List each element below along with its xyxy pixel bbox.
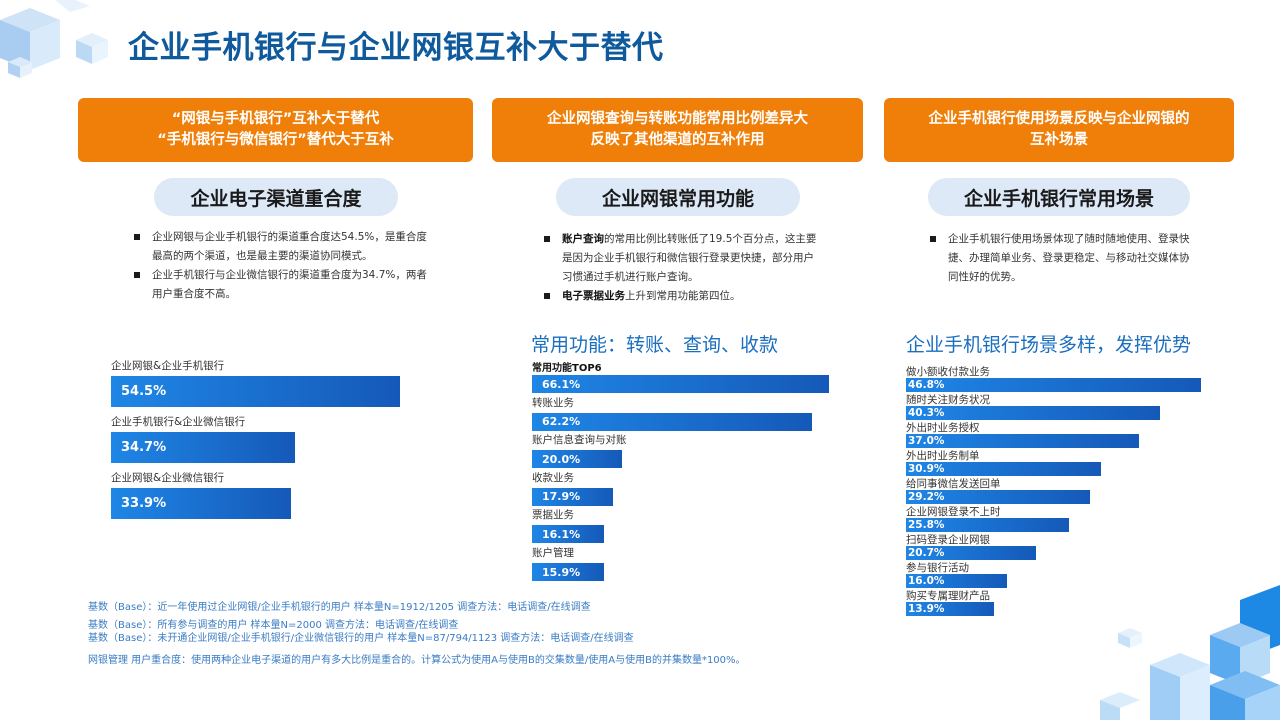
- category-label: 外出时业务制单: [906, 450, 980, 462]
- value-label: 15.9%: [542, 565, 581, 579]
- bar: 33.9%: [111, 488, 291, 519]
- category-label: 企业网银&企业微信银行: [111, 472, 225, 484]
- bar: 15.9%: [532, 563, 604, 581]
- bullet-item: 企业手机银行使用场景体现了随时随地使用、登录快捷、办理简单业务、登录更稳定、与移…: [928, 230, 1193, 287]
- bullet-bold: 电子票据业务: [562, 290, 625, 302]
- category-label: 购买专属理财产品: [906, 590, 990, 602]
- banner-line: 反映了其他渠道的互补作用: [590, 132, 765, 148]
- category-label: 外出时业务授权: [906, 422, 980, 434]
- cube-decoration-top-left: [0, 0, 108, 78]
- column-banner: 企业网银查询与转账功能常用比例差异大 反映了其他渠道的互补作用: [492, 98, 863, 162]
- bullet-item: 企业手机银行与企业微信银行的渠道重合度为34.7%，两者用户重合度不高。: [132, 266, 432, 304]
- value-label: 17.9%: [542, 490, 581, 504]
- category-label: 企业网银登录不上时: [906, 506, 1001, 518]
- category-label: 随时关注财务状况: [906, 394, 990, 406]
- column-channel-overlap: “网银与手机银行”互补大于替代 “手机银行与微信银行”替代大于互补 企业电子渠道…: [78, 98, 473, 528]
- bar: 20.0%: [532, 450, 622, 469]
- value-label: 16.1%: [542, 527, 581, 541]
- bullet-item: 账户查询的常用比例比转账低了19.5个百分点，这主要是因为企业手机银行和微信银行…: [542, 230, 817, 287]
- cube-decoration-bottom-right: [1100, 585, 1280, 720]
- bullet-bold: 账户查询: [562, 233, 604, 245]
- banner-line: 企业网银查询与转账功能常用比例差异大: [547, 111, 808, 127]
- section-heading: 企业电子渠道重合度: [154, 178, 398, 216]
- category-label: 给同事微信发送回单: [906, 478, 1001, 490]
- bullet-list: 企业手机银行使用场景体现了随时随地使用、登录快捷、办理简单业务、登录更稳定、与移…: [928, 230, 1193, 287]
- banner-line: 企业手机银行使用场景反映与企业网银的: [928, 111, 1190, 127]
- bar: 34.7%: [111, 432, 296, 463]
- bullet-text: 的常用比例比转账低了19.5个百分点，这主要是因为企业手机银行和微信银行登录更快…: [562, 233, 817, 283]
- value-label: 25.8%: [908, 519, 945, 531]
- category-label: 企业手机银行&企业微信银行: [111, 416, 246, 428]
- footnote: 基数（Base）：近一年使用过企业网银/企业手机银行的用户 样本量N=1912/…: [88, 602, 591, 613]
- chart-subtitle: 常用功能TOP6: [532, 363, 602, 374]
- category-label: 参与银行活动: [906, 562, 969, 574]
- value-label: 40.3%: [908, 407, 945, 419]
- bar: 40.3%: [906, 406, 1160, 420]
- bullet-item: 企业网银与企业手机银行的渠道重合度达54.5%，是重合度最高的两个渠道，也是最主…: [132, 228, 432, 266]
- category-label: 账户管理: [532, 547, 574, 559]
- value-label: 62.2%: [542, 415, 581, 429]
- chart-title: 企业手机银行场景多样，发挥优势: [906, 334, 1192, 356]
- banner-line: 互补场景: [1030, 132, 1088, 148]
- category-label: 做小额收付款业务: [906, 366, 990, 378]
- category-label: 账户信息查询与对账: [532, 434, 627, 447]
- bar: 25.8%: [906, 518, 1069, 532]
- value-label: 29.2%: [908, 491, 945, 503]
- section-heading: 企业手机银行常用场景: [928, 178, 1190, 216]
- bar: 13.9%: [906, 602, 994, 616]
- bullet-list: 企业网银与企业手机银行的渠道重合度达54.5%，是重合度最高的两个渠道，也是最主…: [132, 228, 432, 304]
- category-label: 扫码登录企业网银: [906, 534, 990, 546]
- value-label: 54.5%: [121, 384, 167, 399]
- column-banner: “网银与手机银行”互补大于替代 “手机银行与微信银行”替代大于互补: [78, 98, 473, 162]
- bullet-text: 企业手机银行使用场景体现了随时随地使用、登录快捷、办理简单业务、登录更稳定、与移…: [948, 233, 1190, 283]
- bar: 20.7%: [906, 546, 1037, 560]
- value-label: 66.1%: [542, 377, 581, 391]
- section-heading: 企业网银常用功能: [556, 178, 800, 216]
- column-usage-scenarios: 企业手机银行使用场景反映与企业网银的 互补场景 企业手机银行常用场景 企业手机银…: [884, 98, 1234, 528]
- bullet-item: 电子票据业务上升到常用功能第四位。: [542, 287, 817, 306]
- bar: 17.9%: [532, 487, 613, 506]
- bar: 29.2%: [906, 490, 1090, 504]
- banner-line: “手机银行与微信银行”替代大于互补: [157, 132, 394, 148]
- value-label: 20.0%: [542, 452, 581, 466]
- footnote: 基数（Base）：所有参与调查的用户 样本量N=2000 调查方法：电话调查/在…: [88, 620, 459, 631]
- banner-line: “网银与手机银行”互补大于替代: [171, 111, 380, 127]
- bullet-text: 上升到常用功能第四位。: [625, 290, 741, 302]
- value-label: 16.0%: [908, 575, 945, 587]
- footnote: 网银管理 用户重合度：使用两种企业电子渠道的用户有多大比例是重合的。计算公式为使…: [88, 655, 746, 666]
- bar: 46.8%: [906, 378, 1201, 392]
- value-label: 30.9%: [908, 463, 945, 475]
- value-label: 20.7%: [908, 547, 945, 559]
- bullet-list: 账户查询的常用比例比转账低了19.5个百分点，这主要是因为企业手机银行和微信银行…: [542, 230, 817, 306]
- bar: 54.5%: [111, 376, 401, 407]
- bar: 30.9%: [906, 462, 1101, 476]
- page-title: 企业手机银行与企业网银互补大于替代: [128, 30, 664, 66]
- value-label: 46.8%: [908, 379, 945, 391]
- category-label: 企业网银&企业手机银行: [111, 360, 225, 372]
- category-label: 收款业务: [532, 471, 574, 484]
- bar: 37.0%: [906, 434, 1140, 448]
- bar: 62.2%: [532, 412, 812, 431]
- bullet-text: 企业网银与企业手机银行的渠道重合度达54.5%，是重合度最高的两个渠道，也是最主…: [152, 231, 427, 262]
- category-label: 票据业务: [532, 509, 574, 522]
- value-label: 13.9%: [908, 603, 945, 615]
- column-banner: 企业手机银行使用场景反映与企业网银的 互补场景: [884, 98, 1234, 162]
- column-common-functions: 企业网银查询与转账功能常用比例差异大 反映了其他渠道的互补作用 企业网银常用功能…: [492, 98, 863, 528]
- value-label: 33.9%: [121, 496, 167, 511]
- bar: 16.1%: [532, 525, 605, 544]
- value-label: 37.0%: [908, 435, 945, 447]
- value-label: 34.7%: [121, 440, 167, 455]
- bar: 16.0%: [906, 574, 1007, 588]
- bullet-text: 企业手机银行与企业微信银行的渠道重合度为34.7%，两者用户重合度不高。: [152, 269, 427, 300]
- bar: 66.1%: [532, 375, 830, 393]
- category-label: 转账业务: [532, 396, 574, 409]
- chart-title: 常用功能：转账、查询、收款: [531, 334, 779, 356]
- footnote: 基数（Base）：未开通企业网银/企业手机银行/企业微信银行的用户 样本量N=8…: [88, 633, 634, 644]
